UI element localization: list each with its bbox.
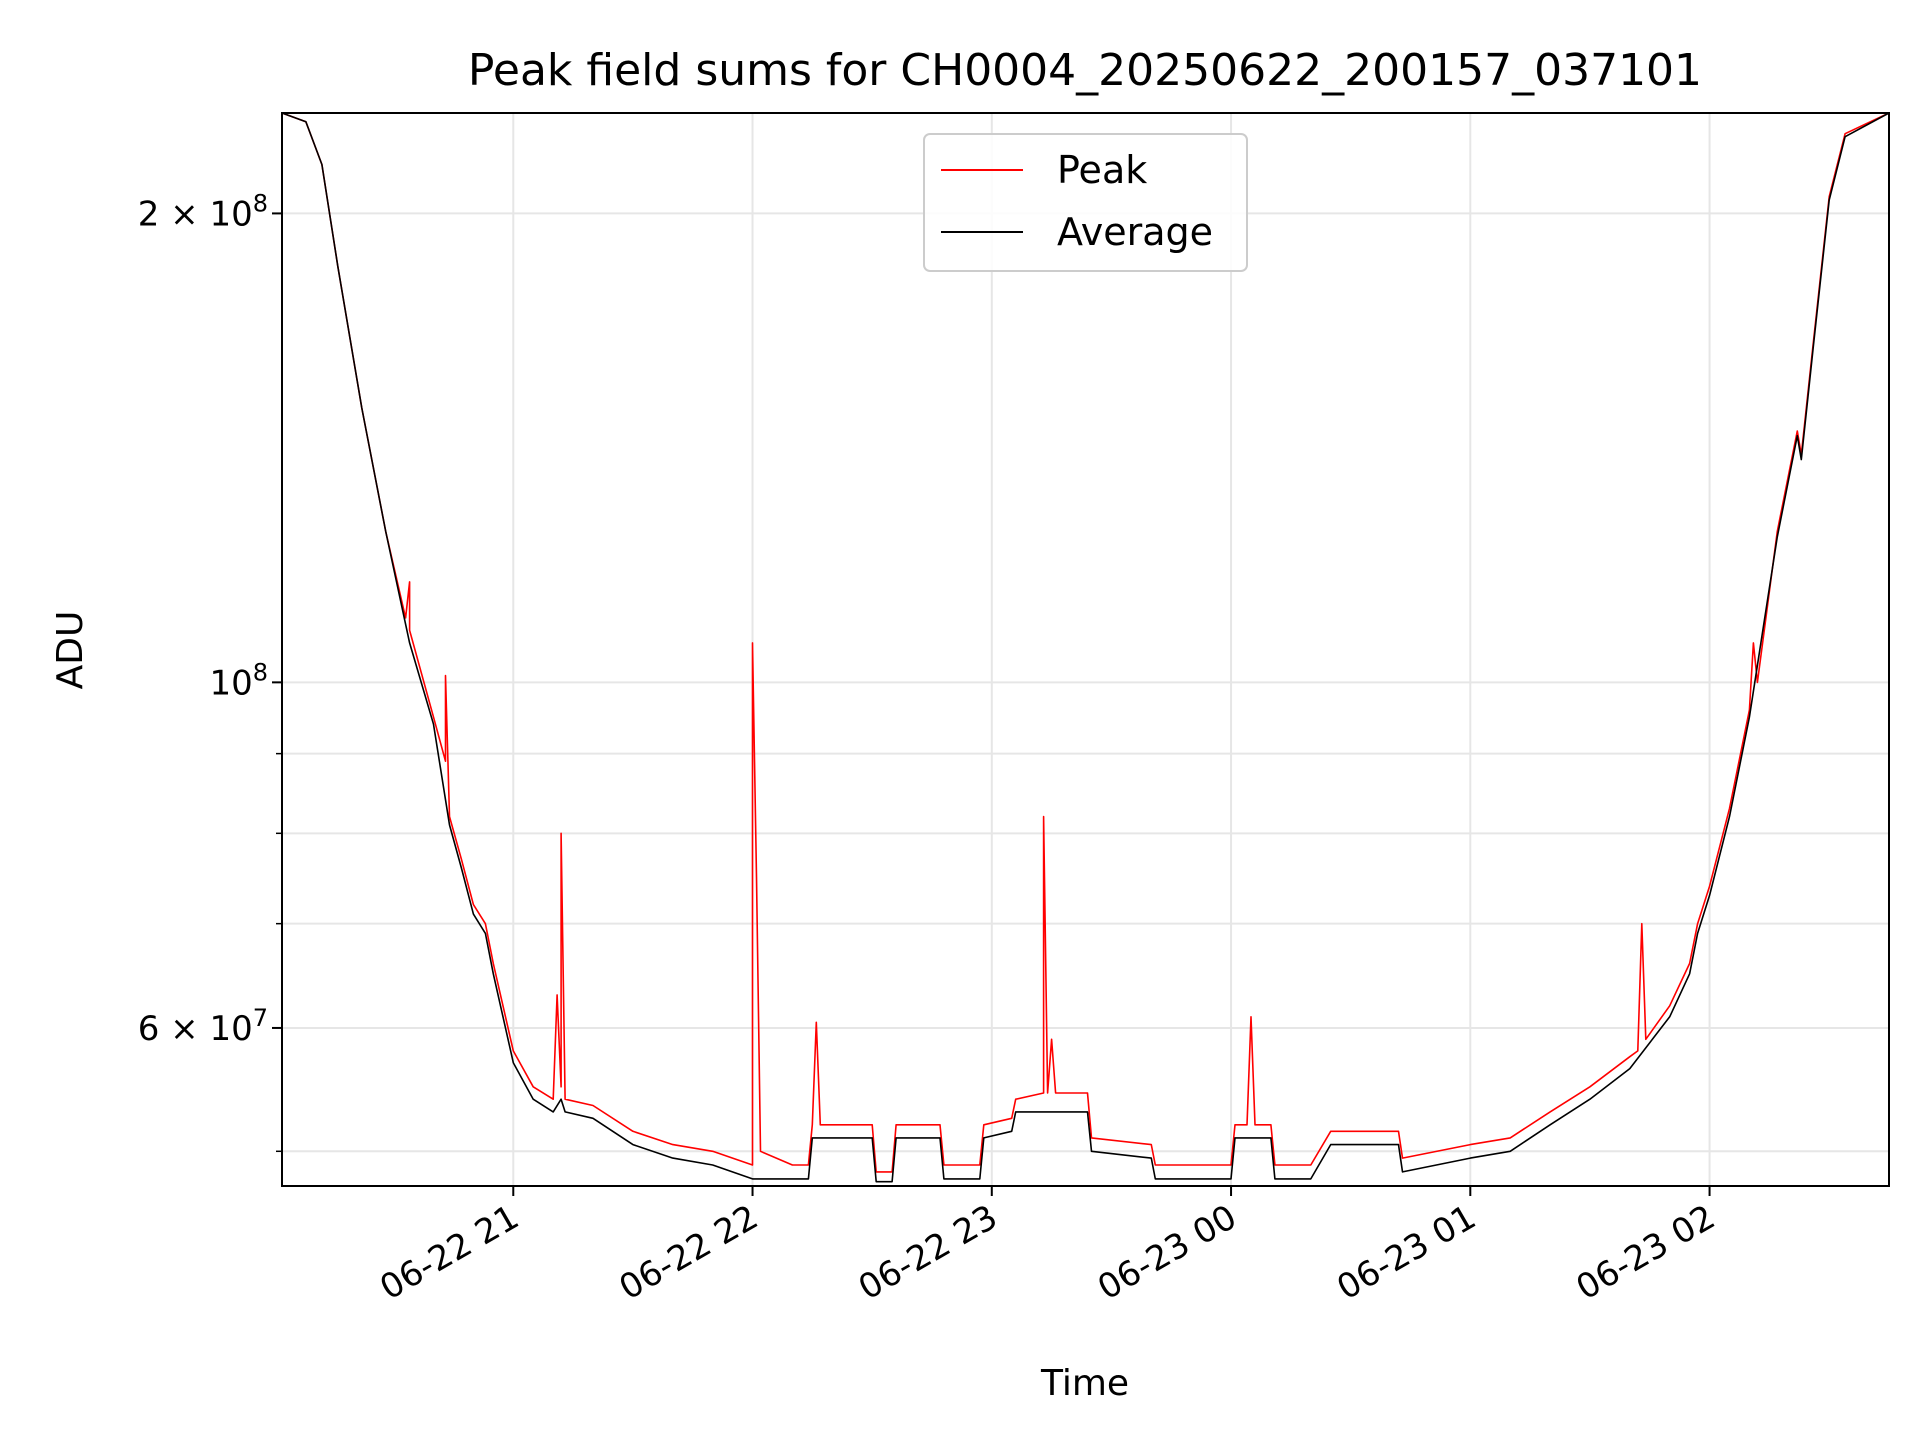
legend-frame [923, 133, 1248, 272]
y-tick-label: 108 [209, 658, 268, 703]
x-axis-label: Time [1040, 1363, 1129, 1404]
y-tick-label: 2 × 108 [138, 189, 268, 234]
legend-label-average: Average [1057, 210, 1213, 254]
chart-title: Peak field sums for CH0004_20250622_2001… [468, 45, 1702, 96]
legend: Peak Average [923, 133, 1248, 272]
y-tick-exponent: 8 [253, 658, 268, 686]
plot-frame [281, 112, 1890, 1187]
y-tick-base: 2 × 10 [138, 194, 253, 234]
series-line-peak [281, 112, 1890, 1173]
y-tick-exponent: 7 [253, 1004, 268, 1032]
y-tick-base: 10 [209, 663, 252, 703]
y-tick-exponent: 8 [253, 189, 268, 217]
y-tick-label: 6 × 107 [138, 1004, 268, 1049]
y-axis-label: ADU [50, 611, 91, 690]
series-line-average [281, 112, 1890, 1183]
series-layer [281, 112, 1890, 1183]
legend-label-peak: Peak [1057, 148, 1147, 192]
y-tick-base: 6 × 10 [138, 1009, 253, 1049]
